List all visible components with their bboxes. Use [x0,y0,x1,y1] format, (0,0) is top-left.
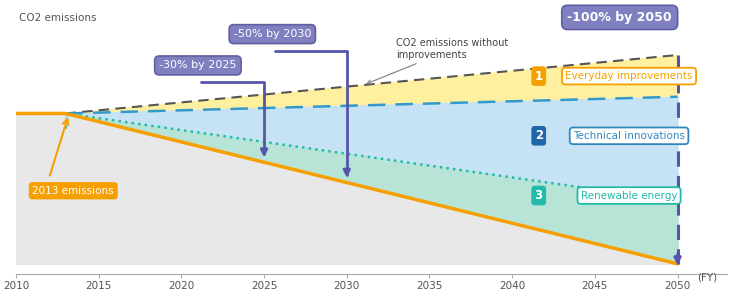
Text: -30% by 2025: -30% by 2025 [159,61,237,71]
Text: 2: 2 [534,129,543,142]
Text: Everyday improvements: Everyday improvements [565,71,693,81]
Text: Renewable energy: Renewable energy [581,191,677,201]
Text: 3: 3 [534,189,543,202]
Text: -100% by 2050: -100% by 2050 [567,11,672,24]
Text: 1: 1 [534,70,543,83]
Text: CO2 emissions: CO2 emissions [19,13,96,23]
Text: Technical innovations: Technical innovations [573,131,685,141]
Text: CO2 emissions without
improvements: CO2 emissions without improvements [367,38,509,84]
Text: -50% by 2030: -50% by 2030 [234,29,311,39]
Text: 2013 emissions: 2013 emissions [32,186,114,196]
Text: (FY): (FY) [697,273,718,283]
